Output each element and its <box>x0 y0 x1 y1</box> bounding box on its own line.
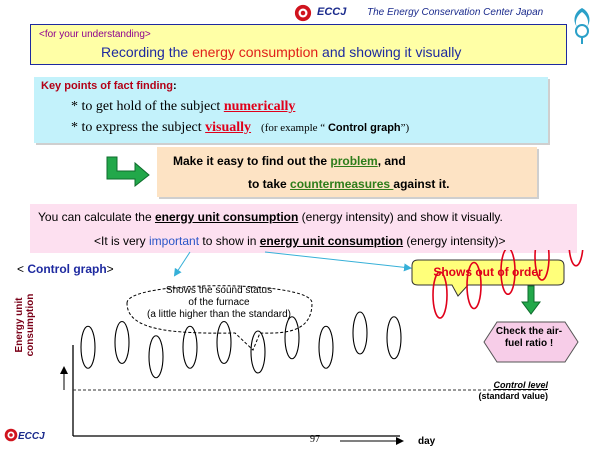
check-hexagon <box>483 321 579 363</box>
example-bold: Control graph <box>327 122 401 134</box>
graph-title-open: < <box>17 262 28 276</box>
out-of-order-label: Shows out of order <box>433 265 543 279</box>
normal-data-point <box>182 325 198 369</box>
control-graph-title: < Control graph> <box>17 262 114 276</box>
eccj-logo-icon <box>294 4 312 22</box>
countermeasure-box: Make it easy to find out the problem, an… <box>157 147 537 197</box>
bent-arrow-icon <box>106 156 150 187</box>
organization-name: The Energy Conservation Center Japan <box>367 7 544 18</box>
calc-1-bold: energy unit consumption <box>154 210 299 224</box>
bird-logo-icon <box>574 8 590 44</box>
countermeasure-line: to take countermeasures against it. <box>248 177 449 191</box>
callout-line-3: (a little higher than the standard) <box>147 309 291 320</box>
normal-data-point <box>284 316 300 360</box>
calc-1-suffix: (energy intensity) and show it visually. <box>298 210 503 224</box>
key-point-2-emphasis: visually <box>205 120 252 135</box>
x-axis-label: day <box>418 436 436 447</box>
key-point-2-prefix: * to express the subject <box>71 120 206 135</box>
example-suffix: ”) <box>400 122 410 134</box>
normal-data-point <box>80 325 96 369</box>
key-points-title: Key points of fact finding: <box>41 80 177 92</box>
sound-status-callout: Shows the sound status of the furnace (a… <box>126 285 312 321</box>
check-air-fuel-label: Check the air-fuel ratio ! <box>495 326 563 349</box>
abnormal-data-point <box>466 261 482 310</box>
data-marks <box>80 250 584 379</box>
recording-text-1: the <box>164 44 193 60</box>
callout-line-2: of the furnace <box>188 297 250 308</box>
problem-word: problem <box>330 154 378 168</box>
normal-data-point <box>250 330 266 374</box>
standard-value-label: (standard value) <box>478 391 548 401</box>
abnormal-data-point <box>568 250 584 267</box>
callout-bubble <box>126 285 313 351</box>
down-arrow-icon <box>521 285 541 315</box>
energy-unit-pointer <box>264 251 412 272</box>
key-points-title-text: Key points of fact finding <box>41 80 173 92</box>
control-graph-chart <box>60 250 584 445</box>
important-line: <It is very important to show in energy … <box>94 234 505 248</box>
countermeasure-prefix: to take <box>248 177 291 191</box>
y-axis-label-line-1: Energy unit <box>14 297 25 353</box>
calc-2-prefix: <It is very <box>94 234 150 248</box>
calc-2-bold: energy unit consumption <box>259 234 404 248</box>
key-point-1-emphasis: numerically <box>223 99 296 114</box>
normal-data-point <box>386 316 402 360</box>
understanding-box: <for your understanding> Recording the e… <box>30 24 567 65</box>
footer-brand: ECCJ <box>18 431 45 442</box>
energy-consumption-text: energy consumption <box>192 44 319 60</box>
normal-data-point <box>148 335 164 379</box>
recording-text-2: and showing it visually <box>318 44 462 60</box>
energy-intensity-box: You can calculate the energy unit consum… <box>30 204 577 253</box>
normal-data-point <box>114 320 130 365</box>
out-of-order-box <box>411 259 565 297</box>
calc-2-mid: to show in <box>199 234 260 248</box>
graph-title-close: > <box>106 262 114 276</box>
abnormal-data-point <box>432 271 448 319</box>
page-number: 97 <box>310 434 320 445</box>
calc-2-suffix: (energy intensity)> <box>403 234 506 248</box>
important-pointer <box>173 251 191 277</box>
example-prefix: (for example “ <box>261 122 328 134</box>
brand-name: ECCJ <box>317 6 347 18</box>
recording-heading: Recording the energy consumption and sho… <box>101 44 461 60</box>
key-point-numerically: * to get hold of the subject numerically <box>71 99 295 115</box>
countermeasure-suffix: against it. <box>393 177 450 191</box>
key-point-visually: * to express the subject visually (for ex… <box>71 120 409 136</box>
normal-data-point <box>352 311 368 355</box>
graph-title-text: Control graph <box>27 262 107 276</box>
abnormal-data-point <box>500 250 516 296</box>
key-points-box: Key points of fact finding: * to get hol… <box>34 77 548 143</box>
important-word: important <box>149 234 200 248</box>
find-problem-prefix: Make it easy to find out the <box>173 154 331 168</box>
abnormal-data-point <box>534 250 550 281</box>
key-points-colon: : <box>173 80 177 92</box>
key-point-1-prefix: * to get hold of the subject <box>71 99 224 114</box>
control-graph-example: (for example “ Control graph”) <box>261 122 409 134</box>
understanding-tag: <for your understanding> <box>39 29 151 40</box>
calc-1-prefix: You can calculate the <box>38 210 155 224</box>
recording-word: Recording <box>101 44 165 60</box>
normal-data-point <box>216 320 232 365</box>
normal-data-point <box>318 325 334 369</box>
eccj-footer-logo-icon <box>4 428 18 442</box>
countermeasures-word: countermeasures <box>290 177 394 191</box>
find-problem-line: Make it easy to find out the problem, an… <box>173 154 406 168</box>
control-level-label: Control level <box>493 380 548 390</box>
find-problem-suffix: , and <box>377 154 406 168</box>
y-axis-label-text: Energy unit consumption <box>14 285 36 365</box>
calculate-line: You can calculate the energy unit consum… <box>38 210 503 224</box>
y-axis-label-line-2: consumption <box>25 293 36 357</box>
callout-line-1: Shows the sound status <box>165 285 273 296</box>
